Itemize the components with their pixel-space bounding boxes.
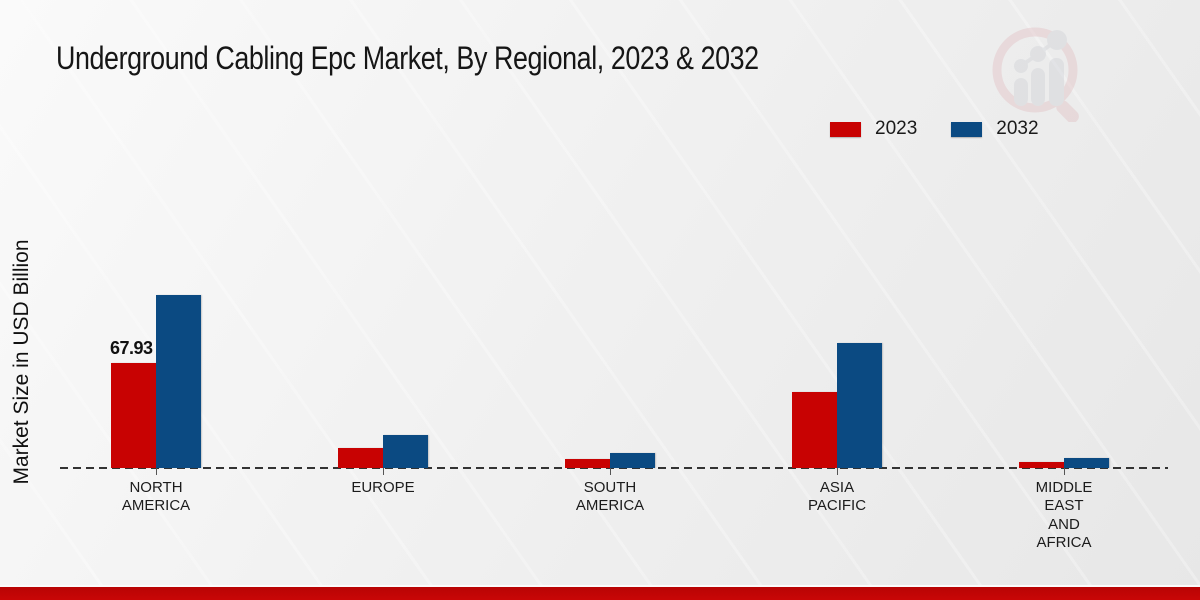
axis-baseline — [60, 467, 1168, 469]
legend-swatch-icon — [951, 121, 983, 137]
bar-2032-asia-pacific — [837, 343, 882, 468]
category-label: EUROPE — [351, 479, 415, 496]
bar-2032-europe — [383, 435, 428, 468]
footer-bar — [0, 585, 1200, 600]
bar-2023-south-america — [565, 459, 610, 468]
legend: 2023 2032 — [830, 118, 1039, 140]
category-label: MIDDLE EAST AND AFRICA — [1035, 479, 1093, 551]
bar-2023-north-america — [111, 363, 156, 468]
axis-tick — [383, 468, 384, 475]
bar-2032-middle-east-and-africa — [1064, 457, 1109, 468]
category-label: ASIA PACIFIC — [807, 479, 867, 515]
bar-2023-asia-pacific — [792, 391, 837, 468]
category-label: SOUTH AMERICA — [575, 479, 645, 515]
category-label: NORTH AMERICA — [121, 479, 191, 515]
bar-2032-north-america — [156, 295, 201, 468]
chart-title: Underground Cabling Epc Market, By Regio… — [56, 40, 759, 76]
axis-tick — [837, 468, 838, 475]
bar-2023-europe — [338, 448, 383, 468]
bar-value-label: 67.93 — [110, 338, 153, 358]
axis-tick — [1064, 468, 1065, 475]
legend-label: 2023 — [875, 118, 918, 139]
bar-2023-middle-east-and-africa — [1019, 461, 1064, 468]
axis-tick — [610, 468, 611, 475]
axis-tick — [156, 468, 157, 475]
bar-2032-south-america — [610, 452, 655, 468]
legend-item-2032: 2032 — [951, 118, 1039, 140]
legend-item-2023: 2023 — [830, 118, 917, 140]
magnifier-bar-chart-watermark-icon — [992, 27, 1079, 122]
legend-swatch-icon — [830, 121, 861, 137]
legend-label: 2032 — [996, 118, 1039, 139]
